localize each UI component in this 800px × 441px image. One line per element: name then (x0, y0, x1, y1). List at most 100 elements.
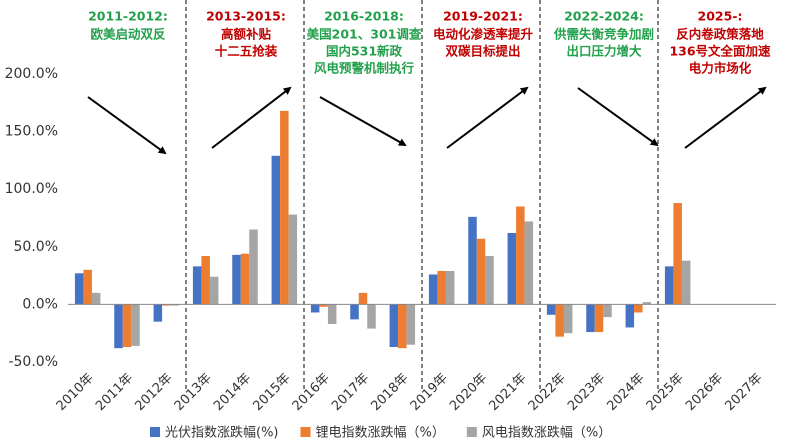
bar (642, 302, 652, 305)
bar (288, 214, 298, 305)
x-tick-label: 2024年 (604, 371, 647, 414)
bar (153, 304, 163, 322)
y-tick-label: 50.0% (14, 239, 58, 255)
bar (406, 304, 416, 345)
legend-swatch (466, 427, 477, 437)
annotation-text: 高额补贴 (221, 27, 272, 42)
x-tick-label: 2023年 (565, 371, 608, 414)
bar (327, 304, 337, 324)
bar (350, 304, 359, 320)
bar (555, 304, 564, 337)
legend-swatch (150, 427, 160, 437)
bar (201, 256, 210, 305)
bar (398, 304, 407, 349)
bar (664, 266, 674, 305)
annotation-text: 反内卷政策落地 (676, 27, 764, 42)
bar (594, 304, 604, 333)
annotation-text: 电动化渗透率提升 (433, 27, 534, 42)
bar (468, 216, 477, 305)
bar (476, 238, 486, 305)
bar (271, 155, 281, 305)
bar (445, 270, 455, 305)
y-tick-label: -50.0% (8, 354, 58, 370)
trend-arrow (87, 96, 167, 155)
trend-arrow (319, 96, 407, 146)
x-tick-label: 2019年 (408, 371, 451, 414)
legend-label: 光伏指数涨跌幅(%) (165, 425, 279, 441)
bar (428, 274, 438, 305)
bar (209, 276, 219, 305)
annotation-text: 美国201、301调查 (307, 27, 422, 42)
annotation-text: 136号文全面加速 (669, 44, 771, 59)
x-tick-label: 2011年 (93, 371, 136, 414)
annotation-text: 电力市场化 (689, 61, 752, 76)
bar (131, 304, 140, 346)
bar (114, 304, 123, 349)
bar (516, 206, 525, 305)
y-tick-label: 0.0% (22, 296, 58, 312)
x-tick-label: 2022年 (526, 371, 569, 414)
bar (358, 292, 368, 305)
bar (162, 304, 171, 306)
legend-label: 风电指数涨跌幅（%） (482, 425, 611, 441)
annotation-text: 欧美启动双反 (90, 27, 166, 42)
bar (524, 221, 534, 305)
bar (546, 304, 556, 315)
bar (122, 304, 132, 348)
bar (83, 269, 92, 305)
bar (507, 232, 517, 305)
x-tick-label: 2021年 (486, 371, 529, 414)
bar (563, 304, 573, 334)
x-tick-label: 2014年 (211, 371, 254, 414)
trend-arrow (211, 86, 292, 149)
y-tick-label: 150.0% (5, 124, 58, 140)
x-tick-label: 2012年 (132, 371, 175, 414)
y-tick-label: 100.0% (5, 181, 58, 197)
annotation-title: 2016-2018: (324, 9, 404, 24)
x-tick-label: 2010年 (54, 371, 97, 414)
legend-label: 锂电指数涨跌幅（%） (316, 425, 445, 441)
x-tick-label: 2027年 (722, 371, 765, 414)
trend-arrow (577, 87, 659, 147)
bar (170, 304, 180, 306)
x-tick-label: 2025年 (644, 371, 687, 414)
bar (319, 304, 328, 307)
x-tick-label: 2015年 (250, 371, 293, 414)
bar (634, 304, 643, 313)
annotation-text: 供需失衡竞争加剧 (553, 27, 654, 42)
x-tick-label: 2020年 (447, 371, 490, 414)
annotation-title: 2013-2015: (206, 9, 286, 24)
annotation-title: 2025-: (698, 9, 743, 24)
bar (485, 256, 494, 305)
bar (681, 260, 691, 305)
annotation-title: 2011-2012: (88, 9, 168, 24)
annotation-title: 2022-2024: (564, 9, 644, 24)
x-tick-label: 2013年 (172, 371, 215, 414)
bar (280, 110, 289, 305)
legend-swatch (300, 427, 311, 437)
bar (249, 229, 258, 305)
bar (74, 273, 84, 305)
bar (389, 304, 399, 348)
bar (437, 270, 446, 305)
bar (367, 304, 376, 329)
bar (310, 304, 320, 313)
annotation-title: 2019-2021: (443, 9, 523, 24)
bar (240, 253, 250, 305)
bar (603, 304, 612, 318)
trend-arrow (684, 86, 767, 149)
bar (673, 203, 682, 305)
annotation-text: 十二五抢装 (215, 44, 278, 59)
bar (91, 292, 101, 305)
y-tick-label: 200.0% (5, 66, 58, 82)
x-tick-label: 2017年 (329, 371, 372, 414)
bar (192, 266, 202, 305)
x-tick-label: 2026年 (683, 371, 726, 414)
bar (586, 304, 595, 333)
x-tick-label: 2016年 (290, 371, 333, 414)
bar (232, 254, 241, 305)
x-tick-label: 2018年 (368, 371, 411, 414)
trend-arrow (446, 86, 529, 149)
annotation-text: 风电预警机制执行 (314, 61, 415, 76)
